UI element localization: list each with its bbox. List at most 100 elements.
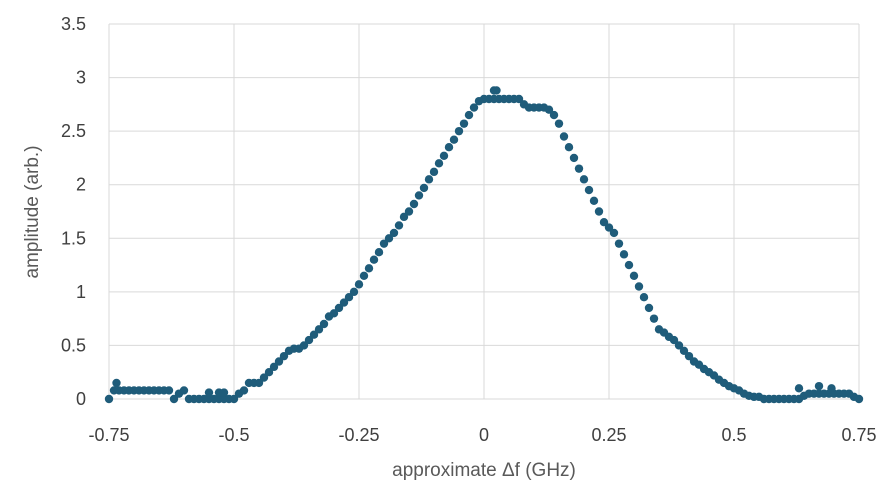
y-tick-label: 1 [76,282,86,302]
y-tick-label: 2.5 [61,121,86,141]
x-tick-label: -0.75 [88,425,129,445]
data-point [624,260,634,270]
data-point [404,207,414,216]
data-point [164,386,174,395]
data-point [514,94,524,104]
data-point [344,293,354,302]
data-point [309,330,319,339]
data-point [359,271,369,280]
data-point [669,335,679,345]
data-point [794,384,804,393]
gridlines [108,23,860,400]
data-point [584,185,594,195]
data-point [644,303,654,313]
data-point [614,239,624,248]
data-point [449,135,459,144]
data-point [564,143,574,152]
x-tick-label: 0 [479,425,489,445]
data-point [634,282,644,291]
data-point [169,394,179,404]
data-point [559,132,569,141]
x-tick-labels: -0.75 -0.5 -0.25 0 0.25 0.5 0.75 [88,425,876,445]
data-point [609,228,619,238]
data-point [434,159,444,168]
data-point [444,143,454,152]
data-point [599,218,609,227]
x-tick-label: 0.75 [841,425,876,445]
data-point [409,199,419,209]
data-point [374,248,384,257]
y-tick-label: 1.5 [61,228,86,248]
data-points [104,86,864,404]
data-point [354,280,364,289]
y-tick-label: 2 [76,175,86,195]
y-tick-label: 0.5 [61,335,86,355]
y-tick-labels: 0 0.5 1 1.5 2 2.5 3 3.5 [61,14,86,409]
data-point [414,191,424,200]
data-point [554,119,564,128]
x-tick-label: -0.25 [338,425,379,445]
data-point [274,357,284,366]
data-point [279,351,289,361]
data-point [319,319,329,329]
data-point [179,386,189,395]
data-point [379,239,389,248]
data-point [424,175,434,184]
data-point [429,167,439,177]
data-point [594,207,604,216]
data-point [814,381,824,391]
data-point [544,105,554,114]
data-point [619,250,629,259]
data-point [569,153,579,163]
data-point [579,175,589,184]
data-point [259,373,269,382]
data-point [104,394,114,404]
data-point [549,110,559,120]
x-tick-label: 0.25 [591,425,626,445]
data-point [419,183,429,193]
data-point [464,110,474,120]
data-point [304,335,314,345]
data-point [454,126,464,136]
data-point [589,196,599,205]
data-point [389,228,399,238]
data-point [204,388,214,397]
data-point [229,394,239,404]
x-axis-title: approximate Δf (GHz) [392,460,576,481]
data-point [339,298,349,307]
data-point [439,151,449,160]
data-point [674,341,684,350]
data-point [399,212,409,222]
data-point [469,103,479,112]
y-tick-label: 3.5 [61,14,86,34]
data-point [574,164,584,173]
data-point [254,378,264,388]
data-point [649,314,659,323]
y-tick-label: 0 [76,389,86,409]
data-point [219,388,229,397]
data-point [492,86,501,95]
data-point [112,378,121,388]
data-point [394,221,404,230]
data-point [334,303,344,313]
data-point [349,287,359,297]
x-tick-label: 0.5 [721,425,746,445]
data-point [269,362,279,372]
y-tick-label: 3 [76,68,86,88]
data-point [684,351,694,361]
data-point [329,309,339,318]
data-point [827,384,836,393]
data-point [239,386,249,395]
data-point [639,293,649,302]
data-point [679,346,689,355]
data-point [604,223,614,232]
data-point [364,264,374,273]
data-point [629,271,639,280]
data-point [369,255,379,264]
data-point [299,341,309,350]
data-point [384,234,394,243]
data-point [854,394,864,404]
data-point [459,119,469,128]
data-point [314,325,324,334]
